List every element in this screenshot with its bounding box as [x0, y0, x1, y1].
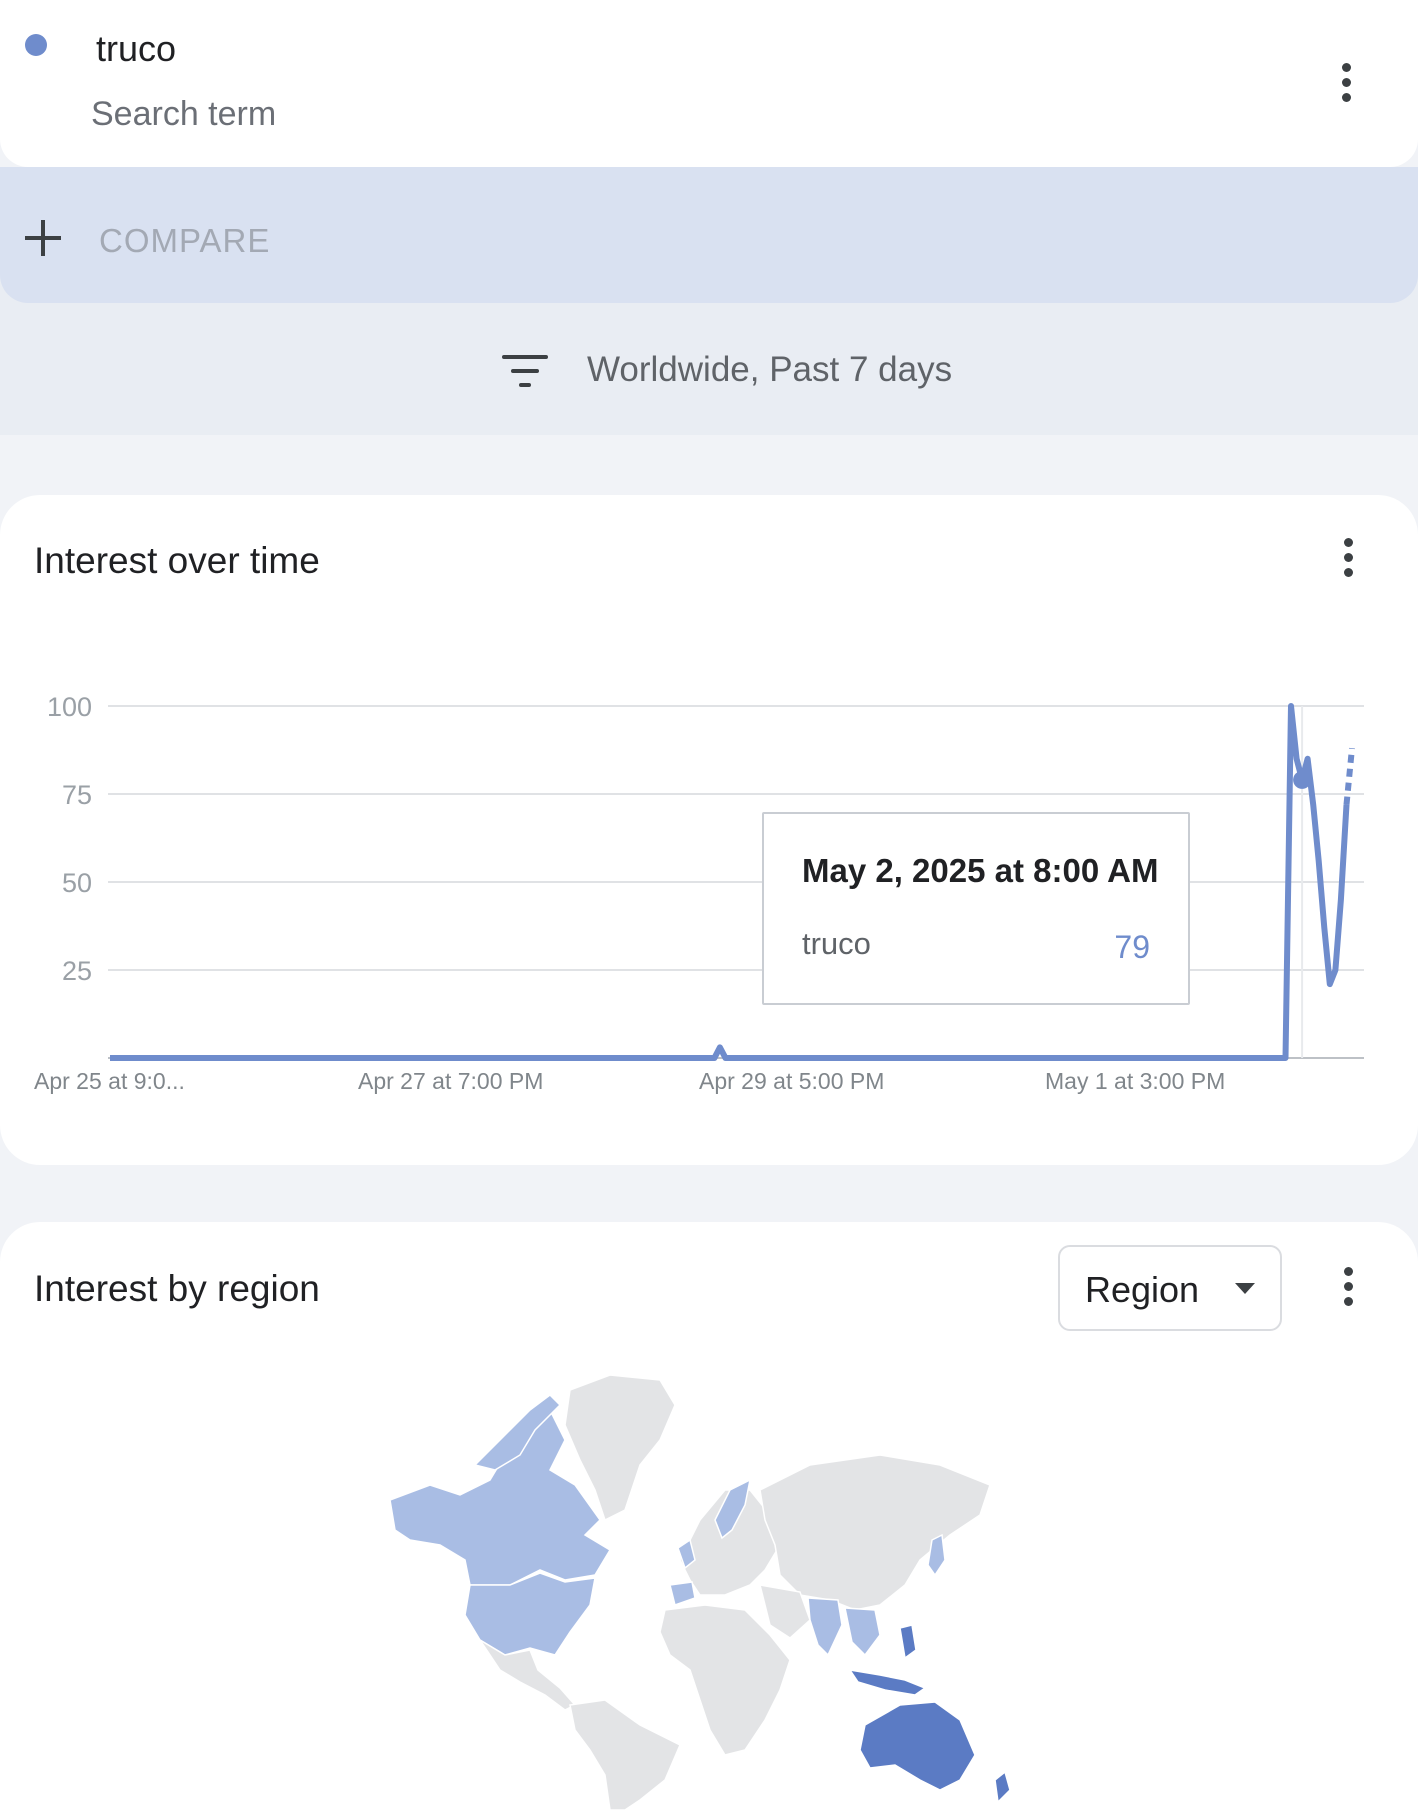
region-dropdown[interactable]: Region: [1058, 1245, 1282, 1331]
term-more-options-icon[interactable]: [1326, 52, 1366, 112]
region-more-options-icon[interactable]: [1328, 1256, 1368, 1316]
interest-over-time-title: Interest over time: [34, 540, 320, 581]
x-tick-label: May 1 at 3:00 PM: [1045, 1068, 1225, 1094]
dropdown-caret-icon: [1235, 1283, 1255, 1294]
map-region-southeast-asia[interactable]: [844, 1607, 881, 1657]
compare-bar[interactable]: COMPARE: [0, 167, 1418, 303]
filter-label[interactable]: Worldwide, Past 7 days: [587, 350, 953, 389]
search-term-card: truco Search term: [0, 0, 1418, 167]
map-region-uk[interactable]: [677, 1538, 696, 1570]
series-partial-segment: [1343, 747, 1355, 805]
x-tick-label: Apr 27 at 7:00 PM: [358, 1068, 543, 1094]
tooltip-date: May 2, 2025 at 8:00 AM: [802, 852, 1159, 889]
map-region-asia[interactable]: [759, 1454, 991, 1611]
map-region-greenland[interactable]: [564, 1374, 676, 1522]
x-tick-label: Apr 29 at 5:00 PM: [699, 1068, 884, 1094]
map-region-middle-east[interactable]: [758, 1584, 811, 1639]
tooltip-value: 79: [1114, 929, 1150, 965]
map-region-indonesia[interactable]: [848, 1668, 927, 1696]
series-line-truco[interactable]: [110, 703, 1350, 1061]
compare-button[interactable]: COMPARE: [99, 222, 271, 259]
highlighted-data-point[interactable]: [1293, 770, 1312, 789]
region-dropdown-value: Region: [1085, 1269, 1200, 1310]
y-tick-label: 75: [62, 780, 92, 810]
search-term-subtitle: Search term: [91, 95, 277, 133]
x-tick-label: Apr 25 at 9:0...: [34, 1068, 185, 1094]
map-region-europe[interactable]: [679, 1489, 781, 1596]
map-region-japan[interactable]: [927, 1533, 946, 1577]
chart-tooltip: May 2, 2025 at 8:00 AM truco 79: [762, 812, 1190, 1005]
map-region-arctic-islands[interactable]: [473, 1394, 562, 1471]
map-region-india[interactable]: [807, 1597, 843, 1657]
map-region-australia[interactable]: [859, 1701, 976, 1791]
series-color-dot: [25, 34, 47, 56]
y-tick-label: 25: [62, 956, 92, 986]
chart-more-options-icon[interactable]: [1328, 527, 1368, 587]
interest-by-region-title: Interest by region: [34, 1268, 320, 1309]
map-region-new-zealand[interactable]: [994, 1770, 1011, 1804]
search-term-name[interactable]: truco: [96, 28, 177, 69]
map-region-scandinavia[interactable]: [714, 1478, 752, 1540]
map-region-mexico[interactable]: [479, 1639, 577, 1711]
tooltip-term: truco: [802, 926, 871, 961]
world-map[interactable]: [360, 1370, 1060, 1810]
y-tick-label: 100: [47, 692, 92, 722]
filter-icon[interactable]: [502, 355, 548, 389]
map-region-philippines[interactable]: [899, 1624, 917, 1660]
map-region-iberia[interactable]: [669, 1581, 696, 1606]
map-region-africa[interactable]: [659, 1604, 791, 1756]
map-region-south-america[interactable]: [569, 1699, 681, 1810]
add-icon[interactable]: [25, 220, 61, 256]
interest-over-time-chart: 100 75 50 25 Apr 25 at 9:0... Apr 27 at 7:00 …: [34, 692, 1364, 1094]
y-tick-label: 50: [62, 868, 92, 898]
